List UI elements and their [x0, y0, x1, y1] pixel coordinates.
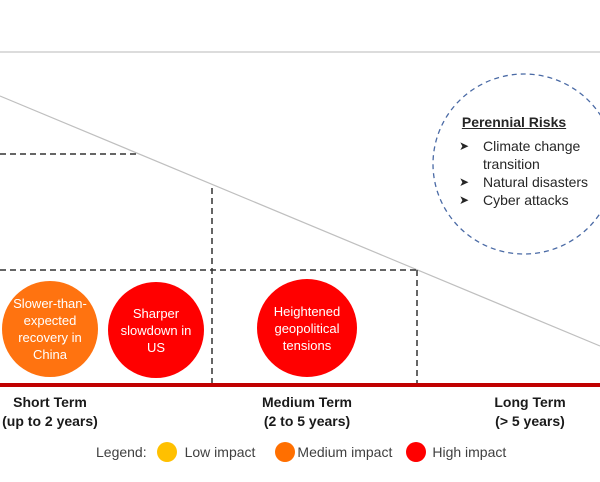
arrow-bullet-icon: ➤ [459, 139, 470, 153]
perennial-risk-text: Climate change [483, 138, 581, 154]
risk-text-line: China [33, 347, 67, 362]
legend-item-label: Low impact [184, 444, 256, 460]
arrow-bullet-icon: ➤ [459, 175, 470, 189]
legend-item-high: High impact [406, 442, 506, 462]
risk-text-line: Heightened [273, 303, 341, 319]
term-label-medium: Medium Term (2 to 5 years) [237, 393, 377, 431]
perennial-risk-text: Cyber attacks [483, 192, 569, 208]
perennial-risk-item: ➤ Climate change transition [455, 137, 600, 173]
term-range: (up to 2 years) [2, 413, 98, 429]
risk-bubble-china-recovery: Slower-than- expected recovery in China [2, 281, 98, 377]
perennial-risk-item: ➤ Natural disasters [455, 173, 600, 191]
perennial-risks-circle [432, 73, 600, 255]
risk-text-line: expected [23, 313, 77, 328]
risk-text-line: tensions [282, 337, 332, 353]
risk-bubble-us-slowdown: Sharper slowdown in US [108, 282, 204, 378]
risk-text-line: US [146, 339, 166, 355]
risk-text-line: geopolitical [274, 320, 340, 336]
legend-item-medium: Medium impact [275, 442, 392, 462]
risk-text-line: slowdown in [120, 322, 192, 338]
term-range: (2 to 5 years) [263, 413, 351, 429]
risk-horizon-diagonal [0, 95, 600, 347]
term-label-short: Short Term (up to 2 years) [0, 393, 120, 431]
term-name: Medium Term [262, 394, 352, 410]
term-name: Short Term [13, 394, 87, 410]
perennial-risk-item: ➤ Cyber attacks [455, 191, 600, 209]
perennial-risk-text: Natural disasters [483, 174, 589, 190]
risk-text-line: Sharper [132, 305, 180, 321]
term-range: (> 5 years) [495, 413, 565, 429]
low-impact-dot-icon [156, 442, 177, 462]
perennial-risks-box: Perennial Risks ➤ Climate change transit… [455, 114, 600, 209]
legend-item-label: Medium impact [297, 444, 393, 460]
perennial-risk-text: transition [483, 156, 540, 172]
legend-label: Legend: [96, 444, 147, 460]
risk-bubble-geopolitical-tensions: Heightened geopolitical tensions [257, 279, 357, 377]
term-label-long: Long Term (> 5 years) [460, 393, 600, 431]
legend-item-low: Low impact [156, 442, 256, 462]
legend: Legend: Low impact Medium impact High im… [96, 442, 506, 462]
arrow-bullet-icon: ➤ [459, 193, 470, 207]
perennial-risks-title: Perennial Risks [461, 114, 567, 130]
medium-impact-dot-icon [275, 442, 296, 462]
high-impact-dot-icon [406, 442, 427, 462]
term-name: Long Term [494, 394, 566, 410]
risk-text-line: Slower-than- [13, 296, 87, 311]
legend-item-label: High impact [432, 444, 507, 460]
risk-text-line: recovery in [18, 330, 82, 345]
